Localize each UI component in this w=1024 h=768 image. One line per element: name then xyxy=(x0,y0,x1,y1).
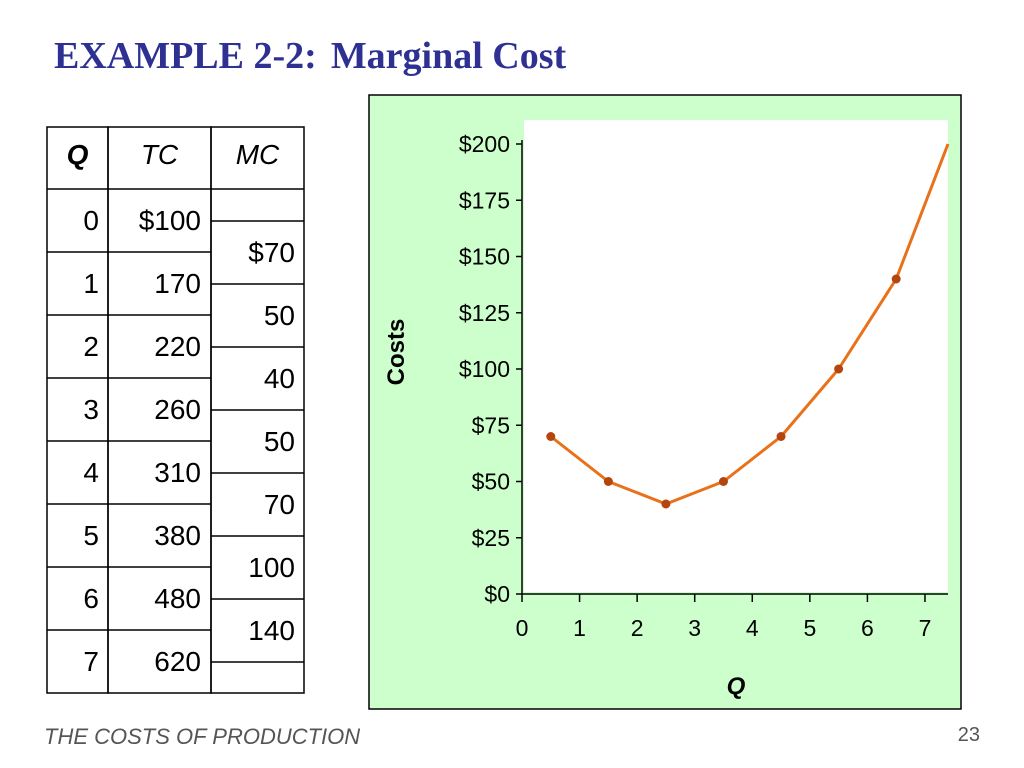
cost-table: Q TC MC 0 $100 1 170 2 220 3 260 4 310 5… xyxy=(46,126,306,694)
y-tick-label: $50 xyxy=(472,469,510,495)
data-point xyxy=(603,477,613,486)
tc-cell: 480 xyxy=(154,583,201,614)
tc-cell: 170 xyxy=(154,268,201,299)
chart-axes: $0 $25 $50 $75 $100 $125 $150 $175 $200 0 1 2 3 4 5 6 7 xyxy=(459,131,948,641)
x-tick-label: 0 xyxy=(516,615,529,641)
data-point xyxy=(546,432,556,441)
mc-cell: 100 xyxy=(248,552,295,583)
y-tick-label: $100 xyxy=(459,356,510,382)
tc-cell: 310 xyxy=(154,457,201,488)
mc-cell: 50 xyxy=(263,426,295,457)
y-tick-label: $125 xyxy=(459,300,510,326)
tc-cell: 220 xyxy=(154,331,201,362)
y-tick-label: $150 xyxy=(459,244,510,270)
slide-title: EXAMPLE 2-2: Marginal Cost xyxy=(54,34,566,78)
title-prefix: EXAMPLE 2-2: xyxy=(54,35,317,77)
y-tick-label: $175 xyxy=(459,187,510,213)
tc-cell: 620 xyxy=(154,646,201,677)
q-cell: 6 xyxy=(83,583,99,614)
mc-cell: 40 xyxy=(263,363,295,394)
y-tick-label: $200 xyxy=(459,131,510,157)
data-point xyxy=(776,432,786,441)
header-q: Q xyxy=(66,139,89,170)
q-cell: 5 xyxy=(83,520,99,551)
plot-area xyxy=(524,120,948,592)
q-cell: 0 xyxy=(83,205,99,236)
tc-cell: 260 xyxy=(154,394,201,425)
q-cell: 1 xyxy=(83,268,99,299)
tc-cell: $100 xyxy=(138,205,201,236)
x-axis-label: Q xyxy=(727,673,746,700)
q-cell: 2 xyxy=(83,331,99,362)
x-tick-label: 5 xyxy=(803,615,816,641)
data-point xyxy=(834,364,844,374)
x-tick-label: 3 xyxy=(688,615,701,641)
table-grid xyxy=(46,126,305,694)
mc-cell: $70 xyxy=(248,237,295,268)
page-number: 23 xyxy=(957,724,980,746)
title-main: Marginal Cost xyxy=(330,35,567,77)
y-axis-label: Costs xyxy=(383,319,410,386)
mc-cell: 70 xyxy=(263,489,295,520)
x-tick-label: 1 xyxy=(573,615,586,641)
y-tick-label: $75 xyxy=(472,412,510,438)
q-cell: 3 xyxy=(83,394,99,425)
q-cell: 7 xyxy=(83,646,99,677)
x-tick-label: 6 xyxy=(861,615,874,641)
mc-cell: 140 xyxy=(248,615,295,646)
data-point xyxy=(891,274,901,284)
data-point xyxy=(661,499,671,509)
x-tick-label: 7 xyxy=(919,615,932,641)
header-mc: MC xyxy=(235,139,280,170)
y-tick-label: $25 xyxy=(472,525,510,551)
header-tc: TC xyxy=(140,139,179,170)
y-tick-label: $0 xyxy=(484,581,510,607)
mc-curve xyxy=(549,143,950,506)
tc-cell: 380 xyxy=(154,520,201,551)
x-tick-label: 4 xyxy=(746,615,759,641)
mc-cell: 50 xyxy=(263,300,295,331)
footer-text: THE COSTS OF PRODUCTION xyxy=(44,724,361,749)
data-point xyxy=(718,477,728,486)
q-cell: 4 xyxy=(83,457,99,488)
mc-series xyxy=(546,143,950,509)
x-tick-label: 2 xyxy=(631,615,644,641)
